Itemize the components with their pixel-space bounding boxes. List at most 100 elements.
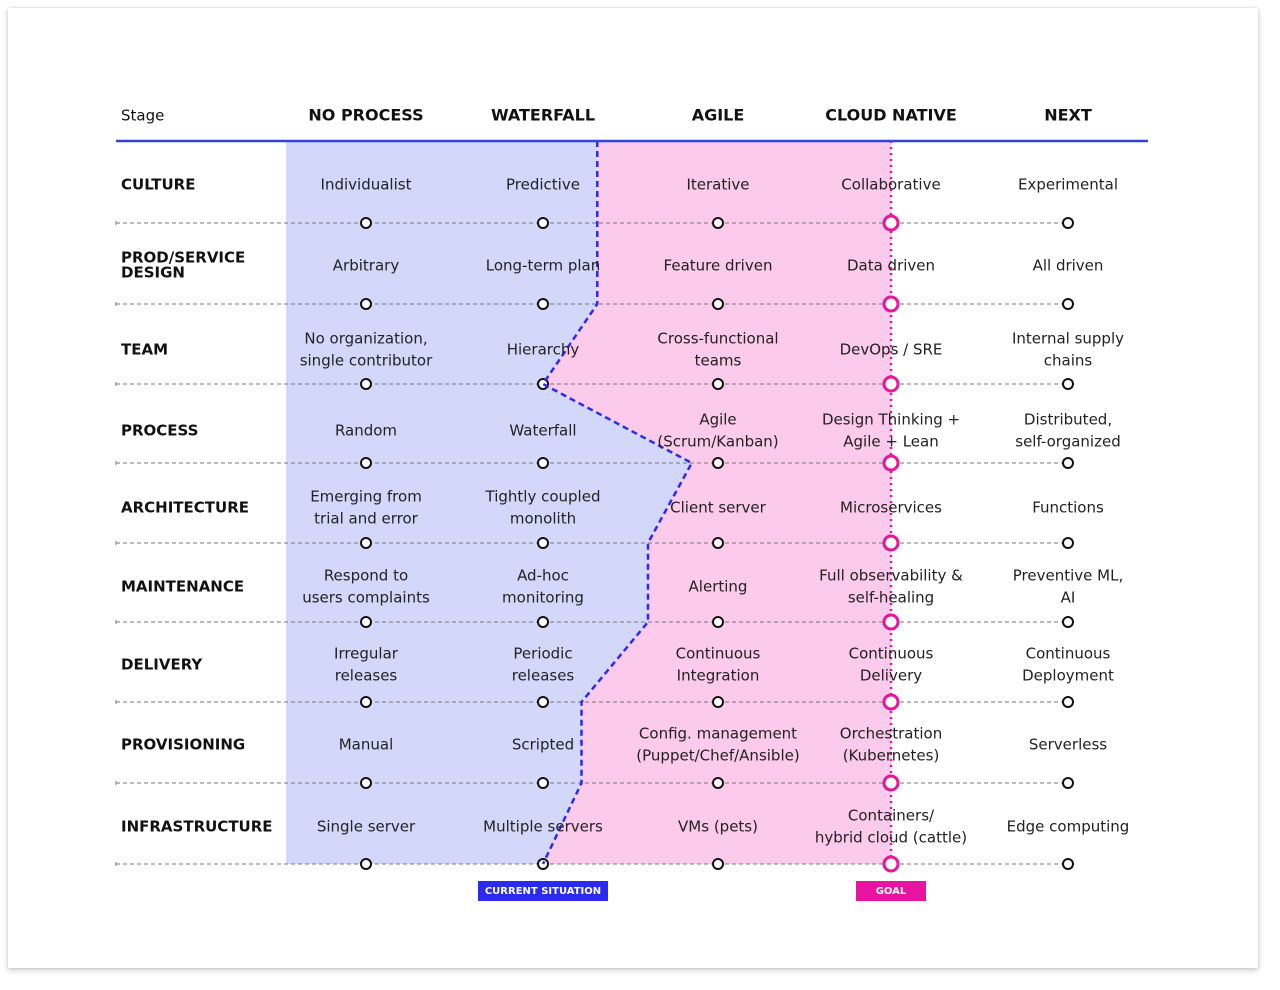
stage-node [1062, 217, 1074, 229]
cell-text-line: releases [335, 667, 398, 685]
stage-node [712, 217, 724, 229]
cell-text: Multiple servers [483, 818, 603, 836]
cell-text: Iterative [686, 176, 749, 194]
cell-text: Manual [339, 736, 394, 754]
cell-text-line: Manual [339, 736, 394, 754]
cell-text: DevOps / SRE [840, 341, 943, 359]
row-label-line: MAINTENANCE [121, 578, 244, 596]
cell-text-line: monolith [510, 510, 576, 528]
cell-text: Edge computing [1007, 818, 1130, 836]
stage-node [712, 378, 724, 390]
cell-text: Serverless [1029, 736, 1107, 754]
cell-text: Tightly coupled monolith [485, 488, 601, 528]
column-header: WATERFALL [491, 106, 595, 125]
cell-text: Continuous Integration [676, 645, 761, 685]
cell-text-line: self-organized [1015, 433, 1120, 451]
cell-text: Internal supply chains [1012, 330, 1124, 370]
gap-to-goal-region [543, 141, 891, 864]
cell-text: Individualist [321, 176, 412, 194]
cell-text-line: Deployment [1022, 667, 1114, 685]
row-label: MAINTENANCE [121, 578, 244, 596]
cell-text: No organization, single contributor [300, 330, 433, 370]
stage-node [537, 457, 549, 469]
column-header: NEXT [1044, 106, 1092, 125]
stage-node [1062, 537, 1074, 549]
cell-text: Orchestration (Kubernetes) [840, 725, 942, 765]
cell-text-line: Agile + Lean [843, 433, 938, 451]
cell-text-line: Distributed, [1024, 411, 1112, 429]
cell-text-line: Internal supply [1012, 330, 1124, 348]
cell-text-line: Containers/ [848, 807, 935, 825]
stage-node [537, 696, 549, 708]
row-label-line: DELIVERY [121, 656, 203, 674]
goal-node [882, 855, 900, 873]
stage-node [712, 777, 724, 789]
cell-text-line: Alerting [689, 578, 748, 596]
row-label: PROVISIONING [121, 736, 245, 754]
cell-text-line: Edge computing [1007, 818, 1130, 836]
stage-node [1062, 378, 1074, 390]
cell-text-line: Iterative [686, 176, 749, 194]
current-situation-badge [478, 881, 608, 901]
cell-text: Distributed, self-organized [1015, 411, 1120, 451]
cell-text-line: Functions [1032, 499, 1104, 517]
cell-text: Ad-hoc monitoring [502, 567, 584, 607]
row-label: PROCESS [121, 422, 198, 440]
cell-text-line: users complaints [302, 589, 430, 607]
cell-text-line: Predictive [506, 176, 580, 194]
cell-text: Irregular releases [334, 645, 399, 685]
cell-text: Continuous Delivery [849, 645, 934, 685]
cell-text-line: Individualist [321, 176, 412, 194]
cell-text-line: Continuous [676, 645, 761, 663]
cell-text: Alerting [689, 578, 748, 596]
cell-text-line: Periodic [513, 645, 572, 663]
cell-text-line: No organization, [304, 330, 427, 348]
stage-node [1062, 858, 1074, 870]
cell-text: VMs (pets) [678, 818, 758, 836]
cell-text-line: Collaborative [841, 176, 940, 194]
stage-node [712, 616, 724, 628]
goal-node [882, 693, 900, 711]
goal-badge [856, 881, 926, 901]
stage-node [360, 378, 372, 390]
current-situation-label: CURRENT SITUATION [485, 886, 601, 897]
cell-text-line: Delivery [860, 667, 922, 685]
cell-text: Preventive ML, AI [1013, 567, 1123, 607]
cell-text-line: Continuous [1026, 645, 1111, 663]
row-label-line: DESIGN [121, 264, 185, 282]
cell-text: Agile (Scrum/Kanban) [657, 411, 778, 451]
cell-text-line: DevOps / SRE [840, 341, 943, 359]
row-label: ARCHITECTURE [121, 499, 249, 517]
stage-node [360, 696, 372, 708]
cell-text-line: Microservices [840, 499, 942, 517]
cell-text: Continuous Deployment [1022, 645, 1114, 685]
cell-text-line: Random [335, 422, 397, 440]
cell-text-line: Emerging from [310, 488, 422, 506]
stage-node [712, 858, 724, 870]
cell-text-line: single contributor [300, 352, 433, 370]
row-label-line: PROD/SERVICE [121, 249, 245, 267]
cell-text-line: Orchestration [840, 725, 942, 743]
cell-text-line: self-healing [848, 589, 934, 607]
goal-node [882, 295, 900, 313]
cell-text-line: trial and error [314, 510, 418, 528]
cell-text-line: Long-term plan [486, 257, 601, 275]
cell-text: Periodic releases [512, 645, 575, 685]
stage-node [1062, 616, 1074, 628]
cell-text-line: hybrid cloud (cattle) [815, 829, 967, 847]
cell-text: Microservices [840, 499, 942, 517]
current-situation-region [286, 141, 692, 864]
stage-node [712, 298, 724, 310]
cell-text: Full observability & self-healing [819, 567, 963, 607]
cell-text-line: monitoring [502, 589, 584, 607]
stage-node [537, 616, 549, 628]
cell-text: Emerging from trial and error [310, 488, 422, 528]
cell-text-line: (Scrum/Kanban) [657, 433, 778, 451]
goal-node [882, 214, 900, 232]
stage-node [537, 298, 549, 310]
cell-text-line: Ad-hoc [517, 567, 569, 585]
stage-node [712, 537, 724, 549]
cell-text-line: Single server [317, 818, 416, 836]
column-header: NO PROCESS [308, 106, 423, 125]
stage-node [360, 217, 372, 229]
